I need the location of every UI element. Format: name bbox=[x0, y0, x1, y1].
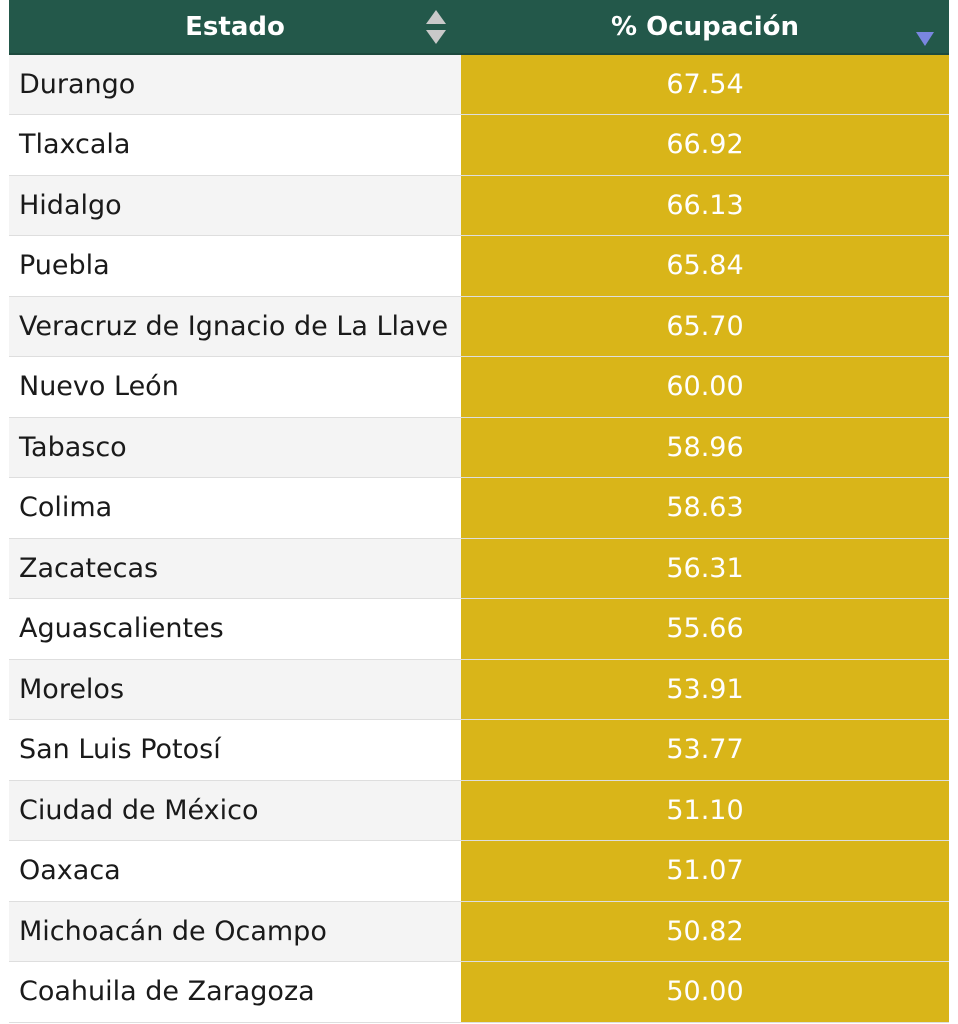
table-row: Oaxaca 51.07 bbox=[9, 840, 949, 902]
cell-estado: Hidalgo bbox=[9, 175, 461, 236]
cell-ocupacion: 65.84 bbox=[461, 235, 949, 297]
cell-estado: San Luis Potosí bbox=[9, 719, 461, 781]
table-row: San Luis Potosí 53.77 bbox=[9, 719, 949, 781]
cell-ocupacion: 50.00 bbox=[461, 961, 949, 1023]
cell-estado: Durango bbox=[9, 54, 461, 115]
table-row: Veracruz de Ignacio de La Llave 65.70 bbox=[9, 296, 949, 357]
cell-estado: Tlaxcala bbox=[9, 114, 461, 176]
table-row: Zacatecas 56.31 bbox=[9, 538, 949, 599]
column-header-ocupacion[interactable]: % Ocupación bbox=[461, 0, 949, 55]
column-header-label: % Ocupación bbox=[611, 11, 799, 42]
cell-estado: Oaxaca bbox=[9, 840, 461, 902]
cell-ocupacion: 58.96 bbox=[461, 417, 949, 478]
cell-ocupacion: 53.77 bbox=[461, 719, 949, 781]
cell-estado: Colima bbox=[9, 477, 461, 539]
table-row: Ciudad de México 51.10 bbox=[9, 780, 949, 841]
cell-estado: Michoacán de Ocampo bbox=[9, 901, 461, 962]
cell-ocupacion: 53.91 bbox=[461, 659, 949, 720]
cell-estado: Aguascalientes bbox=[9, 598, 461, 660]
cell-ocupacion: 50.82 bbox=[461, 901, 949, 962]
cell-ocupacion: 65.70 bbox=[461, 296, 949, 357]
table-body: Durango 67.54 Tlaxcala 66.92 Hidalgo 66.13 Pue… bbox=[9, 54, 949, 1023]
cell-ocupacion: 51.07 bbox=[461, 840, 949, 902]
occupancy-table: Estado % Ocupación bbox=[9, 0, 949, 1023]
header-row: Estado % Ocupación bbox=[9, 0, 949, 55]
cell-ocupacion: 66.92 bbox=[461, 114, 949, 176]
cell-ocupacion: 58.63 bbox=[461, 477, 949, 539]
cell-ocupacion: 55.66 bbox=[461, 598, 949, 660]
table-row: Colima 58.63 bbox=[9, 477, 949, 539]
cell-estado: Ciudad de México bbox=[9, 780, 461, 841]
cell-estado: Tabasco bbox=[9, 417, 461, 478]
cell-ocupacion: 67.54 bbox=[461, 54, 949, 115]
cell-ocupacion: 51.10 bbox=[461, 780, 949, 841]
cell-estado: Veracruz de Ignacio de La Llave bbox=[9, 296, 461, 357]
cell-ocupacion: 60.00 bbox=[461, 356, 949, 418]
table-row: Morelos 53.91 bbox=[9, 659, 949, 720]
cell-ocupacion: 56.31 bbox=[461, 538, 949, 599]
column-header-estado[interactable]: Estado bbox=[9, 0, 461, 55]
cell-estado: Puebla bbox=[9, 235, 461, 297]
occupancy-table-container: Estado % Ocupación bbox=[9, 0, 949, 1023]
table-row: Tabasco 58.96 bbox=[9, 417, 949, 478]
table-row: Aguascalientes 55.66 bbox=[9, 598, 949, 660]
table-row: Puebla 65.84 bbox=[9, 235, 949, 297]
cell-estado: Zacatecas bbox=[9, 538, 461, 599]
cell-estado: Coahuila de Zaragoza bbox=[9, 961, 461, 1023]
cell-estado: Morelos bbox=[9, 659, 461, 720]
table-row: Hidalgo 66.13 bbox=[9, 175, 949, 236]
table-header: Estado % Ocupación bbox=[9, 0, 949, 55]
column-header-label: Estado bbox=[185, 11, 285, 42]
table-row: Durango 67.54 bbox=[9, 54, 949, 115]
table-row: Tlaxcala 66.92 bbox=[9, 114, 949, 176]
table-row: Coahuila de Zaragoza 50.00 bbox=[9, 961, 949, 1023]
table-row: Michoacán de Ocampo 50.82 bbox=[9, 901, 949, 962]
table-row: Nuevo León 60.00 bbox=[9, 356, 949, 418]
sort-desc-icon[interactable] bbox=[915, 24, 935, 46]
sort-both-icon[interactable] bbox=[425, 8, 447, 46]
cell-ocupacion: 66.13 bbox=[461, 175, 949, 236]
cell-estado: Nuevo León bbox=[9, 356, 461, 418]
